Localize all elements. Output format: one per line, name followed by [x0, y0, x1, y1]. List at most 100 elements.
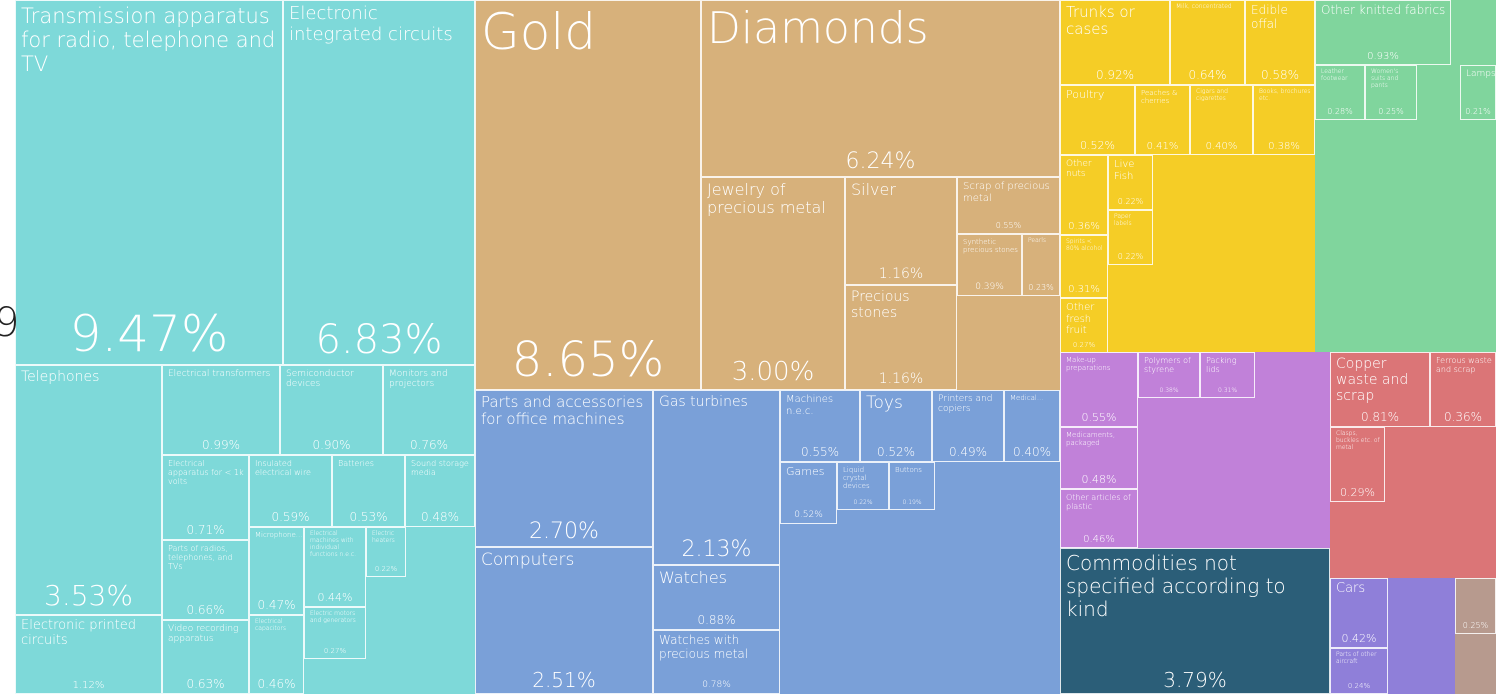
tile-value: 0.46%	[1083, 534, 1115, 545]
tile-label: Electrical machines with individual func…	[310, 530, 357, 558]
tile-value: 0.59%	[271, 509, 310, 524]
tile: Games 0.52%	[780, 462, 837, 524]
tile-label: Telephones	[21, 369, 100, 385]
tile-label: Semiconductor devices	[286, 369, 354, 390]
tile: Live Fish 0.22%	[1108, 155, 1153, 210]
annotation: 9	[0, 300, 20, 346]
tile-value: 0.78%	[702, 680, 731, 691]
tile-value: 0.55%	[800, 444, 840, 459]
tile-label: Clasps, buckles etc. of metal	[1336, 430, 1380, 451]
tile: Scrap of precious metal 0.55%	[957, 177, 1060, 234]
tile: Computers 2.51%	[475, 547, 653, 694]
tile-value: 9.47%	[69, 305, 229, 363]
tile-value: 0.41%	[1146, 141, 1179, 152]
tile-value: 0.48%	[420, 509, 460, 524]
tile-label: Liquid crystal devices	[843, 466, 870, 491]
tile: Electronic integrated circuits 6.83%	[283, 0, 475, 365]
tile: Printers and copiers 0.49%	[932, 390, 1004, 462]
tile: Pearls 0.23%	[1022, 234, 1060, 296]
tile-label: Spirits < 80% alcohol	[1066, 238, 1103, 252]
tile: Electrical machines with individual func…	[304, 527, 366, 607]
tile-label: Paper labels	[1114, 213, 1132, 227]
tile-value: 0.52%	[876, 444, 916, 459]
tile-value: 0.58%	[1260, 67, 1300, 82]
tile-label: Live Fish	[1114, 159, 1135, 182]
tile-value: 0.40%	[1012, 444, 1052, 459]
tile: Parts of radios, telephones, and TVs 0.66…	[162, 540, 249, 620]
tile: Watches 0.88%	[653, 565, 780, 630]
tile-label: Silver	[851, 180, 896, 199]
tile-value: 3.00%	[731, 357, 815, 388]
tile-label: Machines n.e.c.	[786, 394, 834, 417]
tile-value: 0.22%	[1117, 197, 1144, 207]
tile: Gas turbines 2.13%	[653, 390, 780, 565]
tile-label: Commodities not specified according to k…	[1066, 551, 1286, 621]
tile-label: Computers	[481, 550, 575, 570]
tile-label: Synthetic precious stones	[963, 238, 1018, 255]
tile: Microphone... 0.47%	[249, 527, 304, 615]
tile-label: Lamps	[1466, 69, 1496, 79]
tile-label: Watches with precious metal	[659, 633, 749, 661]
tile-label: Other knitted fabrics	[1321, 3, 1446, 17]
tile-value: 0.47%	[257, 597, 296, 612]
tile: Transmission apparatus for radio, teleph…	[15, 0, 283, 365]
tile: Milk, concentrated 0.64%	[1170, 0, 1245, 85]
tile-label: Jewelry of precious metal	[707, 180, 826, 218]
tile-label: Monitors and projectors	[389, 369, 448, 390]
tile-label: Electrical transformers	[168, 369, 271, 379]
tile: Insulated electrical wire 0.59%	[249, 455, 332, 527]
tile: Gold 8.65%	[475, 0, 701, 390]
tile-label: Electrical apparatus for < 1k volts	[168, 459, 244, 487]
tile-value: 0.31%	[1217, 387, 1238, 395]
tile-value: 0.39%	[975, 282, 1004, 293]
tile-value: 0.53%	[349, 509, 388, 524]
tile-label: Video recording apparatus	[168, 624, 239, 645]
tile-value: 0.52%	[794, 510, 823, 521]
tile-label: Gold	[481, 3, 596, 61]
tile: Medicaments, packaged 0.48%	[1060, 427, 1138, 489]
tile: Copper waste and scrap 0.81%	[1330, 352, 1430, 427]
tile-value: 6.83%	[315, 317, 443, 363]
tile: Machines n.e.c. 0.55%	[780, 390, 860, 462]
tile: Electric heaters 0.22%	[366, 527, 406, 577]
tile-value: 0.22%	[374, 565, 398, 574]
tile-label: Trunks or cases	[1066, 3, 1135, 39]
tile-value: 0.81%	[1360, 409, 1400, 424]
tile-label: Buttons	[895, 466, 922, 474]
tile: Electrical transformers 0.99%	[162, 365, 280, 455]
tile-value: 1.16%	[878, 265, 924, 282]
tile-label: Other fresh fruit	[1066, 302, 1095, 336]
tile-value: 0.25%	[1462, 621, 1489, 631]
tile-label: Electric heaters	[372, 530, 395, 544]
tile-label: Transmission apparatus for radio, teleph…	[21, 4, 276, 77]
tile: Silver 1.16%	[845, 177, 957, 285]
tile: Leather footwear 0.28%	[1315, 65, 1365, 120]
tile-label: Polymers of styrene	[1144, 356, 1191, 375]
tile: Books, brochures etc. 0.38%	[1253, 85, 1315, 155]
tile-label: Women's suits and pants	[1371, 68, 1399, 89]
tile: Cars 0.42%	[1330, 578, 1388, 648]
tile-value: 0.31%	[1068, 284, 1100, 295]
tile-label: Electronic integrated circuits	[289, 3, 453, 45]
tile-label: Make-up preparations	[1066, 356, 1111, 373]
tile: Electronic printed circuits 1.12%	[15, 615, 162, 694]
tile-label: Microphone...	[255, 531, 303, 539]
tile: Synthetic precious stones 0.39%	[957, 234, 1022, 296]
tile-value: 1.16%	[878, 370, 924, 387]
tile: Buttons 0.19%	[889, 462, 935, 510]
tile: Poultry 0.52%	[1060, 85, 1135, 155]
tile-value: 3.79%	[1163, 668, 1227, 692]
tile: Precious stones 1.16%	[845, 285, 957, 390]
tile: Toys 0.52%	[860, 390, 932, 462]
tile-value: 8.65%	[511, 332, 665, 389]
tile-value: 0.93%	[1367, 51, 1399, 62]
tile-value: 1.12%	[72, 680, 105, 691]
tile-label: Games	[786, 465, 825, 478]
tile-label: Copper waste and scrap	[1336, 356, 1409, 405]
tile-label: Books, brochures etc.	[1259, 88, 1311, 102]
tile-value: 0.27%	[1072, 341, 1096, 350]
tile-label: Electric motors and generators	[310, 610, 356, 624]
tile-value: 0.90%	[312, 437, 351, 452]
tile: Jewelry of precious metal 3.00%	[701, 177, 845, 390]
